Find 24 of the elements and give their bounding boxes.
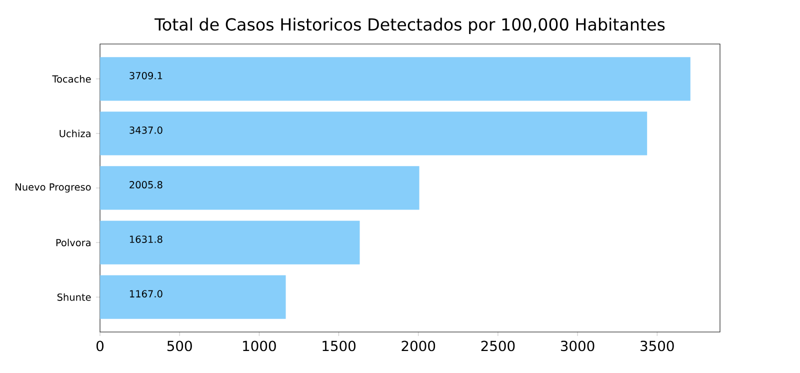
bar (100, 112, 648, 156)
bar (100, 220, 360, 264)
x-tick-label: 0 (96, 340, 104, 352)
x-tick-label: 3000 (560, 340, 594, 352)
x-tick-label: 2500 (481, 340, 515, 352)
data-label: 3437.0 (130, 126, 162, 134)
data-label: 1631.8 (130, 236, 162, 243)
bar (100, 275, 286, 319)
y-tick-label: Nuevo Progreso (16, 183, 91, 193)
data-label: 2005.8 (130, 181, 162, 188)
bar (100, 57, 690, 101)
x-tick-label: 1000 (243, 340, 276, 352)
x-tick-label: 2000 (402, 340, 436, 352)
y-tick-label: Uchiza (60, 130, 90, 138)
data-label: 1167.0 (130, 290, 162, 298)
x-tick-label: 500 (167, 340, 192, 352)
x-tick-label: 3500 (640, 340, 674, 352)
y-tick-label: Shunte (57, 293, 91, 301)
x-tick-label: 1500 (322, 340, 356, 352)
y-tick-label: Tocache (52, 75, 91, 83)
y-tick-label: Polvora (56, 238, 90, 246)
chart-title: Total de Casos Historicos Detectados por 100,000 Habitantes (154, 18, 665, 34)
bar (100, 166, 420, 210)
data-label: 3709.1 (130, 72, 162, 80)
